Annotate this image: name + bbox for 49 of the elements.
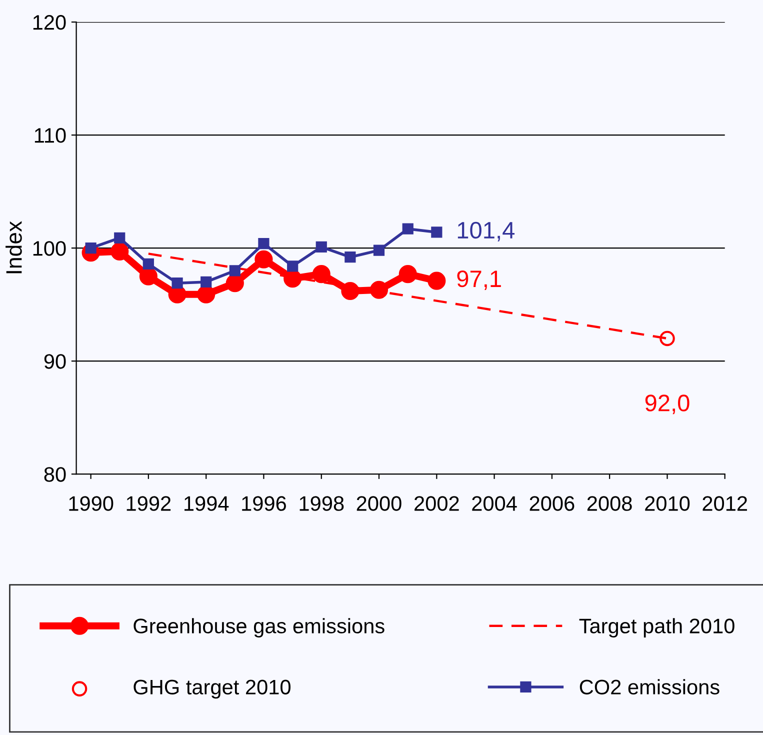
y-axis-title: Index	[6, 221, 22, 274]
x-tick-label: 2002	[414, 496, 459, 511]
y-tick-label: 120	[33, 15, 66, 30]
point	[373, 244, 385, 256]
legend-label: Greenhouse gas emissions	[134, 618, 384, 638]
point	[402, 223, 414, 234]
x-tick-label: 2010	[645, 496, 690, 511]
x-tick-label: 2004	[472, 496, 517, 511]
point	[172, 278, 183, 289]
point	[197, 285, 216, 304]
x-tick-label: 1992	[126, 496, 171, 511]
point	[431, 226, 442, 238]
point	[142, 258, 154, 270]
point	[200, 276, 212, 288]
y-tick-label: 100	[33, 241, 66, 256]
x-tick-label: 2012	[702, 496, 747, 511]
point	[312, 265, 330, 284]
x-tick-label: 2000	[356, 496, 402, 511]
point	[110, 242, 129, 260]
annotation: 92,0	[645, 394, 690, 414]
legend-label: GHG target 2010	[134, 680, 290, 699]
point	[254, 250, 273, 268]
x-tick-label: 1994	[184, 496, 229, 511]
point	[284, 270, 302, 288]
legend-label: Target path 2010	[579, 618, 734, 638]
x-tick-label: 2006	[530, 496, 574, 511]
y-tick-label: 80	[44, 467, 66, 482]
point	[229, 265, 240, 276]
point	[258, 238, 270, 250]
point	[370, 280, 388, 299]
x-tick-label: 1996	[242, 496, 286, 511]
point	[398, 265, 417, 284]
y-tick-label: 110	[34, 128, 66, 143]
legend-label: CO2 emissions	[580, 679, 720, 694]
point	[344, 252, 356, 263]
x-tick-label: 1998	[300, 496, 344, 511]
point	[139, 267, 158, 286]
point	[114, 232, 126, 244]
y-tick-label: 90	[44, 354, 66, 369]
point	[226, 274, 244, 292]
point	[341, 282, 360, 300]
point	[660, 330, 675, 346]
annotation: 101,4	[458, 222, 515, 242]
x-tick-label: 1990	[69, 496, 114, 511]
point	[316, 241, 327, 252]
annotation: 97,1	[457, 270, 501, 290]
point	[428, 272, 446, 290]
x-tick-label: 2008	[587, 496, 632, 511]
point	[287, 260, 298, 272]
